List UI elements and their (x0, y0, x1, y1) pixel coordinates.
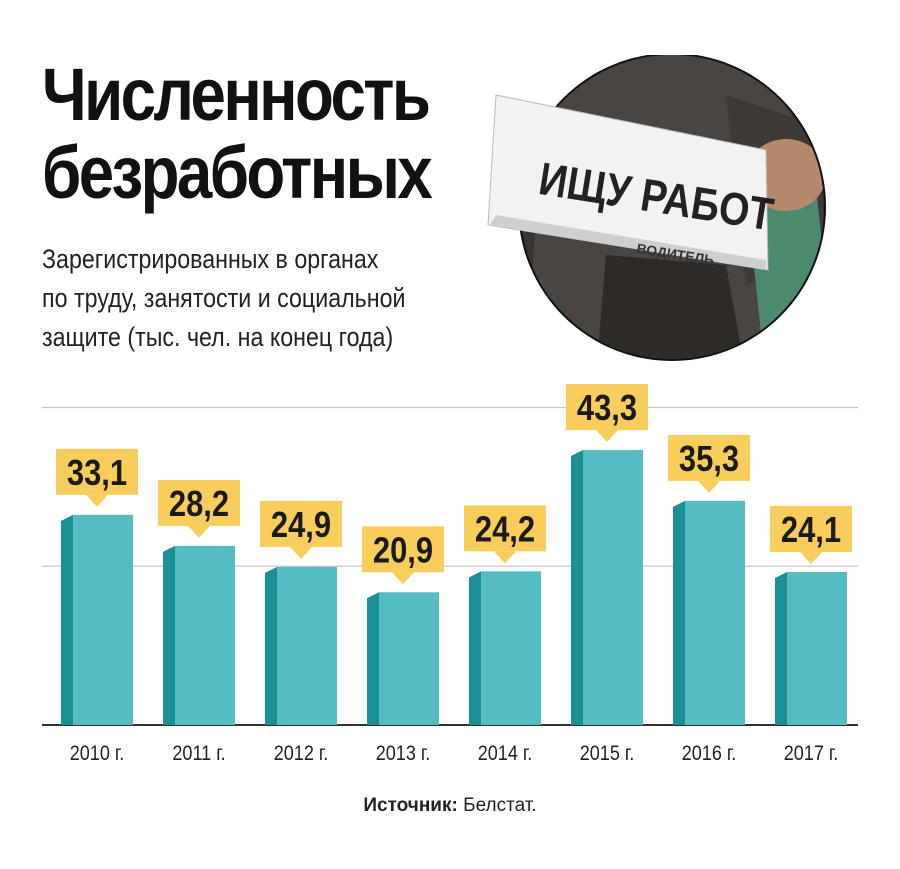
value-label-pointer-2014 г. (494, 551, 516, 564)
bar-side-2011 г. (163, 545, 175, 725)
subtitle-line-2: по труду, занятости и социальной (42, 283, 406, 313)
value-label-2010 г.: 33,1 (67, 454, 127, 494)
source-label: Источник: (363, 795, 458, 816)
bar-side-2012 г. (265, 566, 277, 725)
x-tick-label-2012 г.: 2012 г. (274, 742, 329, 766)
bar-chart: 33,1 2010 г. 28,2 2011 г. 24,9 2012 г. 20,9 201… (42, 384, 858, 766)
x-tick-label-2017 г.: 2017 г. (784, 742, 839, 766)
value-label-2014 г.: 24,2 (475, 510, 535, 550)
subtitle-line-1: Зарегистрированных в органах (42, 244, 379, 274)
bar-2014 г. (481, 571, 541, 725)
value-label-pointer-2013 г. (392, 572, 414, 585)
value-label-bg-2011 г. (158, 479, 240, 526)
value-label-bg-2012 г. (260, 500, 342, 547)
source-note: Источник: Белстат. (0, 795, 900, 817)
value-label-bg-2015 г. (566, 384, 648, 431)
bar-2010 г. (73, 514, 133, 725)
value-label-2012 г.: 24,9 (271, 506, 331, 546)
x-tick-label-2014 г.: 2014 г. (478, 742, 533, 766)
value-label-2011 г.: 28,2 (169, 485, 229, 525)
value-label-pointer-2012 г. (290, 546, 312, 559)
chart-title: Численность безработных (42, 53, 433, 214)
bar-2016 г. (685, 500, 745, 725)
value-label-pointer-2010 г. (86, 494, 108, 507)
bar-side-2015 г. (571, 450, 583, 725)
bar-side-2013 г. (367, 592, 379, 725)
chart-subtitle: Зарегистрированных в органах по труду, з… (42, 240, 489, 357)
x-tick-label-2013 г.: 2013 г. (376, 742, 431, 766)
subtitle-line-3: защите (тыс. чел. на конец года) (42, 322, 394, 352)
title-line-1: Численность (42, 53, 431, 136)
bar-2011 г. (175, 545, 235, 725)
bar-2013 г. (379, 592, 439, 725)
x-tick-label-2011 г.: 2011 г. (172, 742, 225, 766)
bar-2015 г. (583, 450, 643, 725)
value-label-bg-2017 г. (770, 505, 852, 552)
x-tick-label-2015 г.: 2015 г. (580, 742, 635, 766)
value-label-2017 г.: 24,1 (781, 511, 841, 551)
value-label-2015 г.: 43,3 (577, 389, 637, 429)
value-label-pointer-2011 г. (188, 525, 210, 538)
source-value: Белстат. (463, 795, 537, 816)
bar-side-2016 г. (673, 500, 685, 725)
bar-2012 г. (277, 566, 337, 725)
x-tick-label-2016 г.: 2016 г. (682, 742, 737, 766)
value-label-bg-2014 г. (464, 505, 546, 552)
bar-side-2010 г. (61, 514, 73, 725)
value-label-bg-2010 г. (56, 448, 138, 495)
job-seeker-photo: ИЩУ РАБОТ ВОДИТЕЛЬ (487, 55, 826, 361)
value-label-2016 г.: 35,3 (679, 440, 739, 480)
value-label-2013 г.: 20,9 (373, 531, 433, 571)
value-label-bg-2013 г. (362, 526, 444, 573)
bar-side-2017 г. (775, 571, 787, 725)
title-line-2: безработных (42, 131, 433, 214)
value-label-pointer-2016 г. (698, 480, 720, 493)
value-label-pointer-2017 г. (800, 551, 822, 564)
value-label-pointer-2015 г. (596, 430, 618, 443)
bar-side-2014 г. (469, 571, 481, 725)
value-label-bg-2016 г. (668, 434, 750, 481)
bar-2017 г. (787, 571, 847, 725)
x-tick-label-2010 г.: 2010 г. (70, 742, 125, 766)
